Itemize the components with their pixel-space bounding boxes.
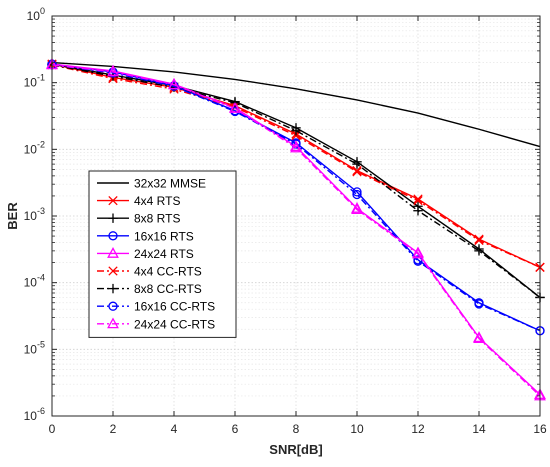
legend-label: 24x24 CC-RTS xyxy=(134,317,215,331)
legend-label: 32x32 MMSE xyxy=(134,177,206,191)
x-tick-label: 8 xyxy=(293,422,300,436)
legend-item: 8x8 CC-RTS xyxy=(97,282,202,296)
x-tick-label: 4 xyxy=(171,422,178,436)
data-point xyxy=(351,203,363,214)
y-tick-label: 10-3 xyxy=(24,206,45,223)
legend-marker xyxy=(107,317,119,329)
legend-item: 16x16 RTS xyxy=(97,229,194,243)
legend-marker xyxy=(108,195,118,206)
legend-marker xyxy=(108,213,118,223)
legend-marker xyxy=(108,266,118,276)
x-tick-label: 2 xyxy=(110,422,117,436)
data-point xyxy=(291,126,301,136)
x-axis-label: SNR[dB] xyxy=(269,442,322,457)
data-point xyxy=(413,195,423,206)
data-point xyxy=(474,235,484,246)
marker-stroke xyxy=(474,234,484,244)
data-point xyxy=(473,332,485,344)
series-layer xyxy=(46,57,546,401)
y-tick-label: 10-5 xyxy=(24,339,45,356)
x-tick-label: 14 xyxy=(472,422,486,436)
legend-item: 4x4 RTS xyxy=(97,194,180,208)
legend-item: 32x32 MMSE xyxy=(97,177,206,191)
x-tick-label: 12 xyxy=(411,422,425,436)
legend-item: 8x8 RTS xyxy=(97,212,180,226)
x-tick-label: 10 xyxy=(350,422,364,436)
data-point xyxy=(229,102,241,113)
y-tick-label: 10-2 xyxy=(24,139,45,156)
data-point xyxy=(474,246,484,256)
series-line xyxy=(51,61,541,148)
data-point xyxy=(412,247,424,259)
data-point xyxy=(352,159,362,169)
legend-marker xyxy=(107,247,119,258)
legend-item: 24x24 CC-RTS xyxy=(97,317,215,331)
data-point xyxy=(168,78,180,90)
legend-label: 8x8 RTS xyxy=(134,212,180,226)
legend-label: 8x8 CC-RTS xyxy=(134,282,202,296)
legend-label: 4x4 RTS xyxy=(134,194,180,208)
data-point xyxy=(352,189,362,200)
legend-marker xyxy=(108,283,118,294)
y-tick-label: 10-1 xyxy=(24,73,45,90)
legend-label: 16x16 CC-RTS xyxy=(134,300,215,314)
x-tick-label: 0 xyxy=(49,422,56,436)
legend-marker xyxy=(108,301,118,311)
data-point xyxy=(352,165,362,176)
legend-label: 4x4 CC-RTS xyxy=(134,265,202,279)
legend-label: 24x24 RTS xyxy=(134,247,194,261)
legend-marker xyxy=(108,231,118,241)
y-axis-label: BER xyxy=(5,202,20,230)
marker-stroke xyxy=(352,165,362,176)
legend-label: 16x16 RTS xyxy=(134,229,194,243)
legend-item: 4x4 CC-RTS xyxy=(97,265,202,279)
legend-item: 16x16 CC-RTS xyxy=(97,300,215,314)
series-0 xyxy=(51,61,541,148)
y-tick-label: 10-6 xyxy=(24,406,45,423)
data-point xyxy=(107,65,119,77)
marker-stroke xyxy=(413,195,423,206)
y-tick-label: 10-4 xyxy=(24,273,45,290)
legend-item: 24x24 RTS xyxy=(97,247,194,261)
data-point xyxy=(413,206,423,216)
marker-stroke xyxy=(413,194,423,204)
marker-stroke xyxy=(474,235,484,246)
x-tick-label: 16 xyxy=(533,422,547,436)
legend: 32x32 MMSE 4x4 RTS 8x8 RTS 16x16 RTS 24x24 R… xyxy=(88,170,237,338)
series-8 xyxy=(46,58,546,401)
series-line xyxy=(51,64,541,397)
data-point xyxy=(352,167,362,177)
data-point xyxy=(474,299,484,309)
axis-ticks: 0 2 4 6 8 10 12 14 16 10-6 10-5 10-4 10-3 10-2 10-1 100 xyxy=(24,6,547,436)
series-line xyxy=(51,63,541,396)
marker-stroke xyxy=(352,167,362,177)
marker-stroke xyxy=(108,266,118,276)
data-point xyxy=(290,141,302,153)
x-tick-label: 6 xyxy=(232,422,239,436)
marker-stroke xyxy=(108,195,118,206)
y-tick-label: 100 xyxy=(27,6,45,23)
